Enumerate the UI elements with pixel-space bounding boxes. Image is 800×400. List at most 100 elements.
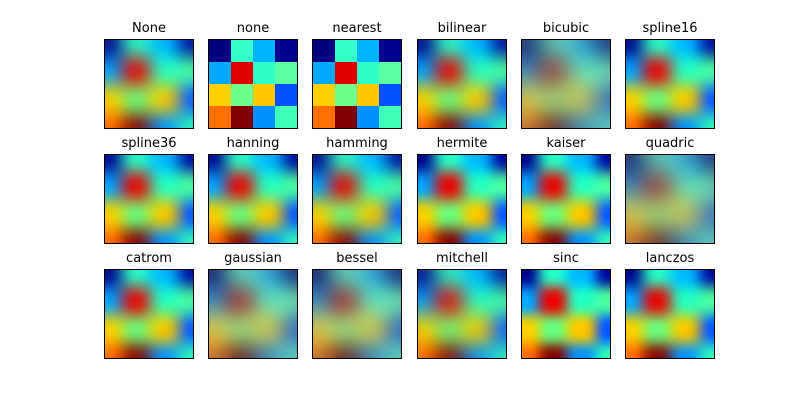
heatmap-cell [463,85,492,114]
heatmap-image [626,40,714,128]
heatmap-cell [463,228,492,243]
heatmap-cell [699,315,714,344]
heatmap-cell [522,228,539,243]
heatmap-image [209,270,297,358]
heatmap-cell [313,84,335,106]
heatmap-cell [254,155,283,172]
heatmap-cell [595,286,610,315]
heatmap-cell [595,270,610,287]
heatmap-cell [538,286,567,315]
heatmap-cell [699,85,714,114]
heatmap-cell [671,228,700,243]
panel-title: hamming [326,136,388,151]
heatmap-cell [595,343,610,358]
heatmap-cell [150,315,179,344]
heatmap-cell [538,155,567,172]
heatmap-cell [538,56,567,85]
heatmap-cell [386,228,401,243]
panel-title: quadric [645,136,695,151]
heatmap-cell [150,85,179,114]
heatmap-cell [209,84,231,106]
heatmap-cell [313,62,335,84]
heatmap-cell [567,270,596,287]
heatmap-cell [254,228,283,243]
heatmap-cell [121,40,150,57]
heatmap-cell [105,85,122,114]
heatmap-cell [150,56,179,85]
heatmap-cell [671,200,700,229]
heatmap-image [626,155,714,243]
heatmap-image [418,270,506,358]
heatmap-cell [225,315,254,344]
heatmap-cell [282,171,297,200]
heatmap-cell [522,56,539,85]
heatmap-cell [595,315,610,344]
heatmap-cell [491,155,506,172]
heatmap-cell [567,155,596,172]
heatmap-cell [209,40,231,62]
heatmap-cell [329,155,358,172]
heatmap-cell [150,200,179,229]
heatmap-cell [178,40,193,57]
heatmap-cell [209,270,226,287]
heatmap-cell [434,113,463,128]
heatmap-cell [642,343,671,358]
heatmap-cell [313,228,330,243]
heatmap-cell [434,315,463,344]
heatmap-cell [595,56,610,85]
heatmap-cell [671,286,700,315]
image-axes [312,269,402,359]
heatmap-cell [282,155,297,172]
heatmap-cell [491,171,506,200]
image-axes [521,39,611,129]
panel-title: spline36 [121,136,177,151]
heatmap-cell [418,40,435,57]
heatmap-cell [522,113,539,128]
heatmap-cell [671,343,700,358]
heatmap-cell [626,286,643,315]
heatmap-cell [386,171,401,200]
heatmap-cell [567,85,596,114]
heatmap-cell [178,171,193,200]
heatmap-cell [463,40,492,57]
heatmap-cell [231,40,253,62]
heatmap-cell [642,286,671,315]
heatmap-cell [626,228,643,243]
heatmap-cell [105,228,122,243]
heatmap-cell [150,40,179,57]
heatmap-cell [595,40,610,57]
heatmap-cell [522,200,539,229]
heatmap-cell [231,62,253,84]
heatmap-cell [642,56,671,85]
heatmap-cell [699,228,714,243]
heatmap-cell [121,343,150,358]
heatmap-cell [150,113,179,128]
heatmap-cell [642,40,671,57]
heatmap-cell [671,171,700,200]
heatmap-cell [105,56,122,85]
panel-title: spline16 [642,21,698,36]
heatmap-cell [379,84,401,106]
heatmap-cell [642,200,671,229]
heatmap-cell [358,343,387,358]
heatmap-cell [253,62,275,84]
heatmap-cell [105,343,122,358]
heatmap-cell [642,155,671,172]
heatmap-cell [538,113,567,128]
heatmap-cell [225,270,254,287]
heatmap-cell [491,228,506,243]
heatmap-cell [699,286,714,315]
heatmap-cell [434,155,463,172]
heatmap-cell [538,40,567,57]
heatmap-cell [225,343,254,358]
heatmap-cell [434,200,463,229]
image-axes [104,269,194,359]
heatmap-cell [231,84,253,106]
heatmap-cell [121,56,150,85]
panel-title: bilinear [437,21,487,36]
heatmap-cell [105,113,122,128]
heatmap-cell [491,56,506,85]
heatmap-cell [699,343,714,358]
panel-title: sinc [553,251,579,266]
heatmap-cell [282,286,297,315]
